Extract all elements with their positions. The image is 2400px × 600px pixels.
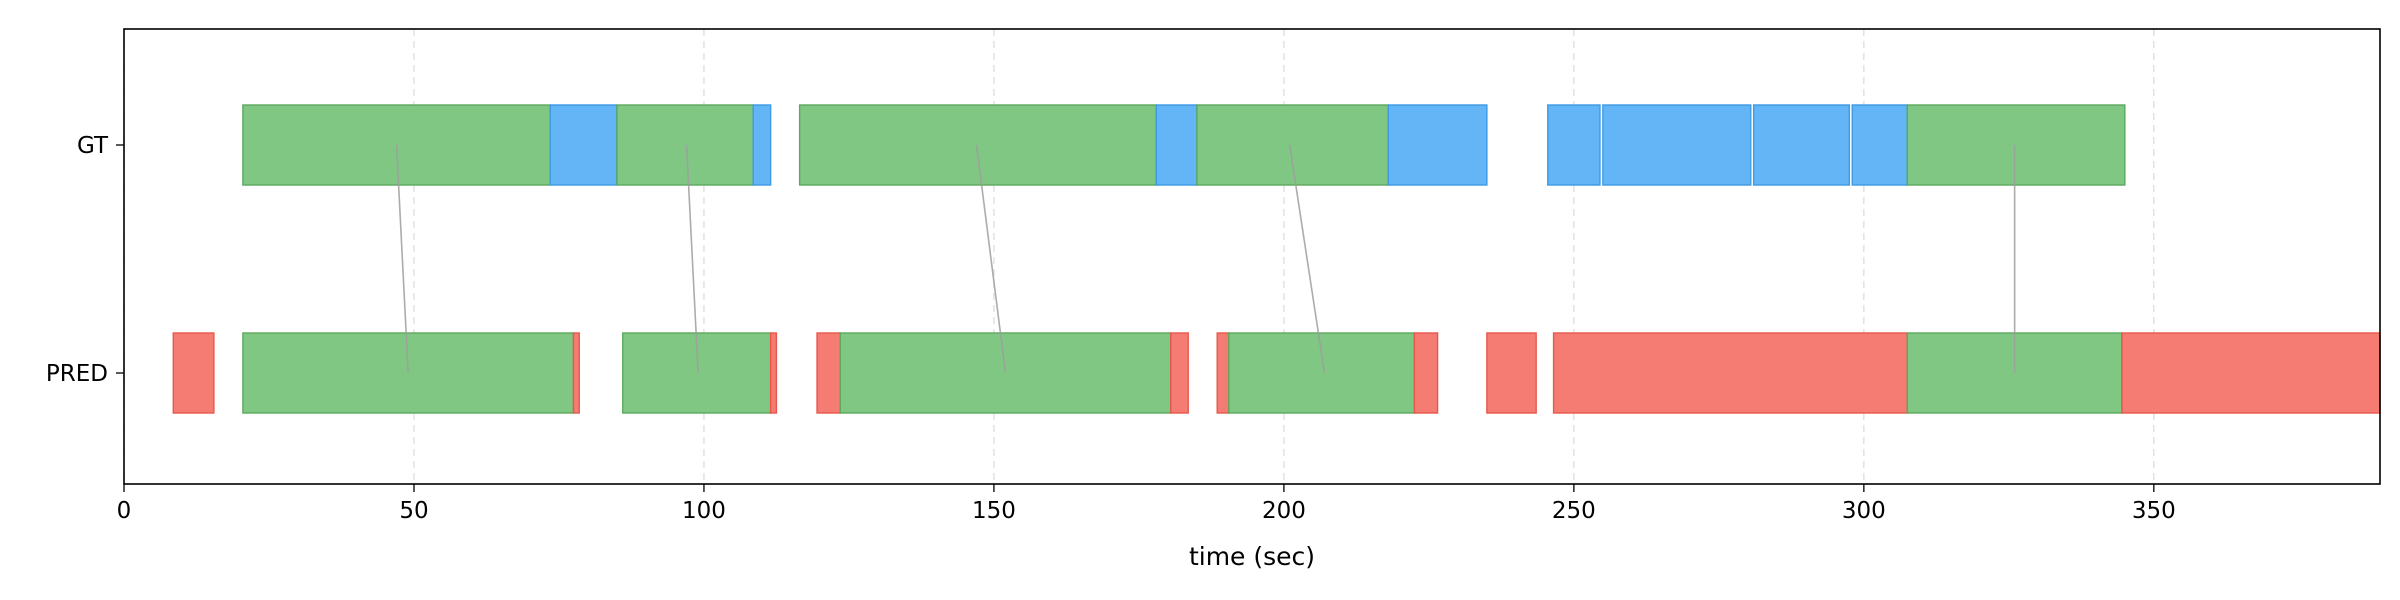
gt-segment-bar (1602, 104, 1752, 186)
gt-segment-bar (1752, 104, 1851, 186)
x-tick-label: 50 (399, 498, 428, 524)
pred-segment-bar (1216, 332, 1230, 414)
pred-segment-bar (1413, 332, 1439, 414)
x-tick-label: 300 (1842, 498, 1886, 524)
gt-segment-bar (1387, 104, 1488, 186)
x-axis: 0 50 100 150 200 250 300 350 (117, 484, 2176, 524)
pred-segment-bar (1228, 332, 1416, 414)
pred-segment-bar (172, 332, 215, 414)
match-link-line (685, 144, 699, 374)
x-tick-label: 250 (1552, 498, 1596, 524)
pred-segment-bar (572, 332, 580, 414)
match-links (395, 144, 2016, 374)
x-tick-label: 350 (2132, 498, 2176, 524)
gt-segment-bar (1851, 104, 1909, 186)
x-tick-label: 0 (117, 498, 132, 524)
segment-bars (172, 104, 2381, 414)
pred-segment-bar (2121, 332, 2381, 414)
pred-segment-bar (242, 332, 575, 414)
match-link-line (975, 144, 1007, 374)
x-tick-label: 150 (972, 498, 1016, 524)
gt-segment-bar (1155, 104, 1198, 186)
pred-segment-bar (1170, 332, 1189, 414)
y-tick-label: PRED (46, 361, 108, 387)
plot-frame (123, 28, 2381, 485)
gt-segment-bar (549, 104, 618, 186)
gt-segment-bar (798, 104, 1158, 186)
match-link-line (395, 144, 409, 374)
y-tick-label: GT (77, 133, 109, 159)
gt-segment-bar (1906, 104, 2126, 186)
x-tick-label: 100 (682, 498, 726, 524)
match-link-line (1288, 144, 1326, 374)
x-axis-title: time (sec) (1189, 542, 1315, 571)
gt-segment-bar (616, 104, 754, 186)
pred-segment-bar (1486, 332, 1537, 414)
gt-segment-bar (752, 104, 772, 186)
pred-segment-bar (1552, 332, 1909, 414)
pred-segment-bar (769, 332, 778, 414)
gt-segment-bar (1196, 104, 1389, 186)
x-tick-label: 200 (1262, 498, 1306, 524)
pred-segment-bar (816, 332, 841, 414)
y-axis: GT PRED (46, 133, 124, 387)
gt-segment-bar (1547, 104, 1601, 186)
grid-lines (123, 29, 2155, 484)
